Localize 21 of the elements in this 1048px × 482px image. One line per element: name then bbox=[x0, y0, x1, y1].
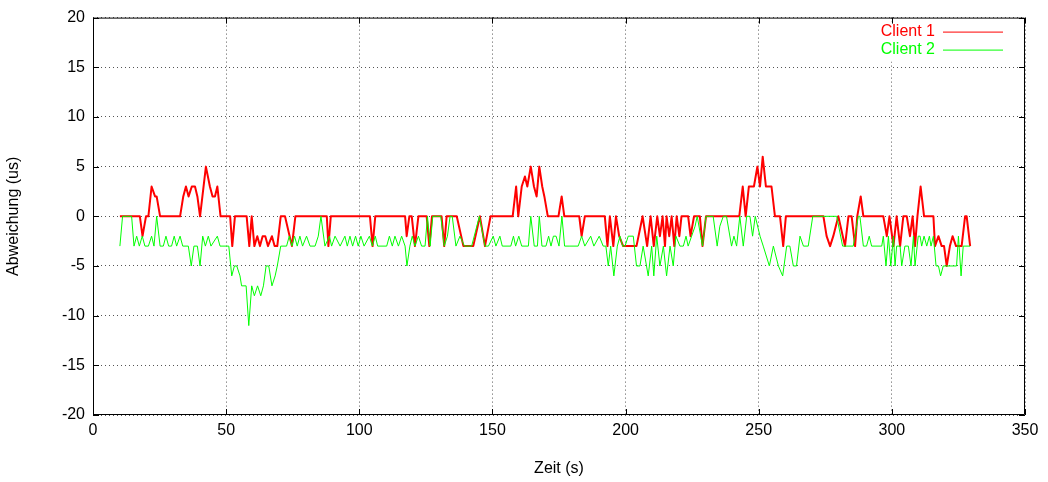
y-tick-label: -5 bbox=[70, 256, 86, 274]
y-tick-label: -15 bbox=[61, 355, 86, 373]
x-tick-label: 250 bbox=[745, 421, 773, 439]
x-tick-label: 350 bbox=[1011, 421, 1039, 439]
x-tick-label: 300 bbox=[878, 421, 906, 439]
x-axis-title: Zeit (s) bbox=[534, 458, 584, 476]
y-tick-label: -20 bbox=[61, 405, 86, 423]
y-tick-label: 0 bbox=[76, 206, 86, 224]
y-tick-label: 20 bbox=[67, 8, 86, 26]
x-tick-label: 0 bbox=[88, 421, 98, 439]
x-tick-label: 150 bbox=[479, 421, 506, 439]
y-tick-label: 15 bbox=[67, 57, 86, 75]
x-tick-label: 100 bbox=[345, 421, 373, 439]
x-tick-label: 200 bbox=[612, 421, 640, 439]
y-tick-label: 10 bbox=[67, 107, 86, 125]
legend-label: Client 1 bbox=[880, 22, 936, 40]
x-tick-label: 50 bbox=[217, 421, 236, 439]
y-axis-title: Abweichung (us) bbox=[4, 156, 22, 276]
legend-label: Client 2 bbox=[880, 40, 936, 58]
y-tick-label: 5 bbox=[76, 157, 86, 175]
y-tick-label: -10 bbox=[61, 306, 86, 324]
